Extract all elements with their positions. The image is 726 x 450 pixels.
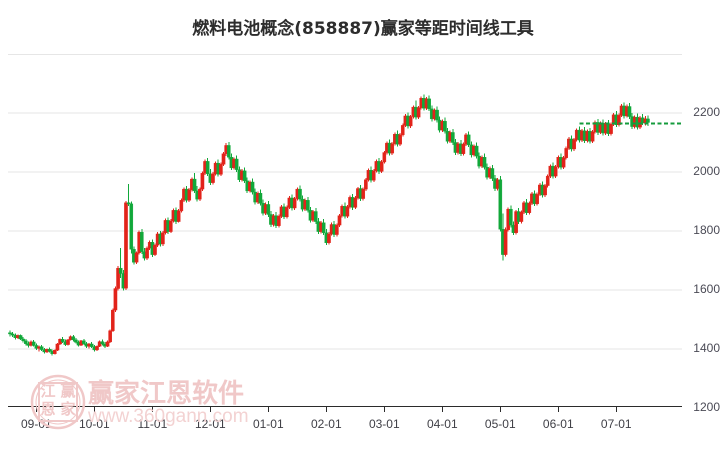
x-axis-tick-label: 04-01 <box>426 417 458 431</box>
y-axis-tick-label: 2200 <box>693 105 720 119</box>
y-axis-tick-label: 1800 <box>693 223 720 237</box>
x-axis-tick-label: 03-01 <box>368 417 400 431</box>
gridlines <box>8 54 682 350</box>
x-axis-tick-label: 06-01 <box>542 417 574 431</box>
x-axis-tick-label: 11-01 <box>137 417 168 431</box>
x-axis-tick-label: 07-01 <box>600 417 632 431</box>
y-axis-tick-label: 1400 <box>693 341 720 355</box>
candlestick-series <box>8 94 650 356</box>
x-axis-tick-label: 10-01 <box>78 417 110 431</box>
y-axis-tick-label: 1200 <box>693 400 720 414</box>
x-axis-tick-label: 01-01 <box>252 417 284 431</box>
y-axis-tick-label: 1600 <box>693 282 720 296</box>
x-axis-tick-label: 02-01 <box>310 417 342 431</box>
annotation-layer <box>579 122 682 125</box>
page-title: 燃料电池概念(858887)赢家等距时间线工具 <box>192 19 534 39</box>
x-axis-tick-label: 12-01 <box>194 417 226 431</box>
plot-area <box>0 54 726 406</box>
y-axis-tick-label: 2000 <box>693 164 720 178</box>
x-axis-tick-label: 05-01 <box>484 417 516 431</box>
